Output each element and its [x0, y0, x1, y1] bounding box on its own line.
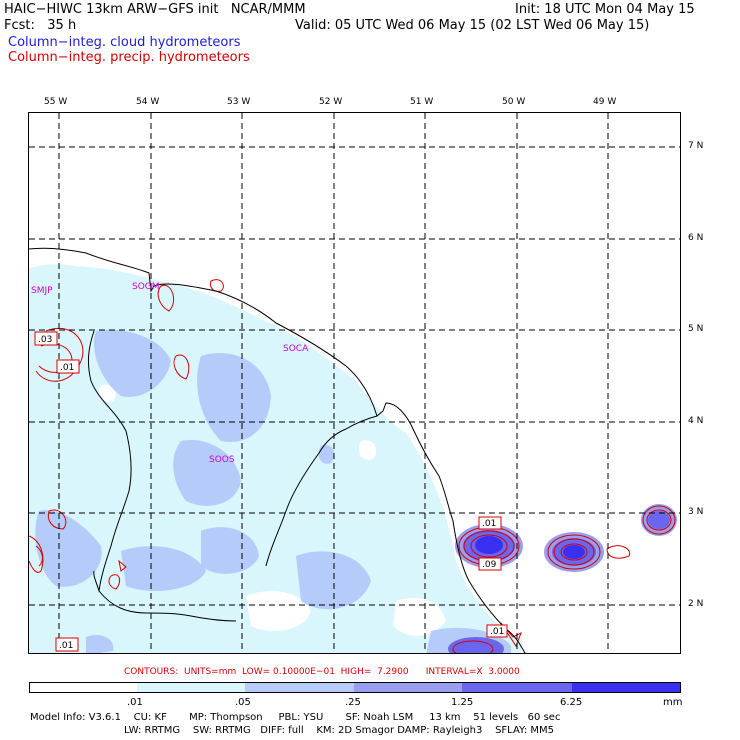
valid-time: Valid: 05 UTC Wed 06 May 15 (02 LST Wed … [295, 18, 650, 33]
lat-label: 6 N [688, 233, 704, 243]
contour-label: .09 [482, 560, 497, 570]
cloud-region-medium [173, 440, 241, 506]
map-canvas: SMJP SOGM SOCA SOOS .03 .01 .01 .01 .09 … [29, 113, 680, 653]
cloud-region-light [29, 264, 81, 653]
colorbar-tick: .25 [345, 697, 361, 708]
model-title: HAIC−HIWC 13km ARW−GFS init NCAR/MMM [4, 2, 306, 17]
lon-label: 52 W [319, 97, 343, 107]
colorbar-tick: .05 [235, 697, 251, 708]
lon-label: 49 W [593, 97, 617, 107]
contour-label: .01 [490, 627, 504, 637]
lon-label: 55 W [44, 97, 68, 107]
model-info-line2: LW: RRTMG SW: RRTMG DIFF: full KM: 2D Sm… [124, 725, 554, 736]
colorbar [29, 682, 681, 693]
cloud-region-medium [201, 527, 259, 574]
coastline [29, 247, 526, 653]
lat-label: 7 N [688, 141, 704, 151]
cloud-region-medium [121, 546, 206, 591]
contour-label: .01 [59, 641, 73, 651]
init-time: Init: 18 UTC Mon 04 May 15 [515, 2, 695, 17]
lat-label: 3 N [688, 507, 704, 517]
lat-label: 5 N [688, 324, 704, 334]
forecast-hour: Fcst: 35 h [4, 18, 77, 33]
model-info-line1: Model Info: V3.6.1 CU: KF MP: Thompson P… [30, 712, 561, 723]
lat-label: 4 N [688, 416, 704, 426]
colorbar-segment [572, 683, 680, 692]
colorbar-units: mm [663, 697, 683, 708]
cloud-region-medium [318, 444, 335, 464]
station-label: SMJP [31, 286, 53, 296]
field-precip-label: Column−integ. precip. hydrometeors [8, 50, 250, 65]
cloud-region-medium [197, 352, 271, 442]
latlon-grid [29, 113, 680, 653]
precip-cell [455, 524, 523, 568]
precip-cell [448, 622, 522, 653]
cloud-region-medium [35, 510, 102, 587]
station-label: SOGM [132, 282, 160, 292]
station-label: SOOS [209, 455, 235, 465]
field-cloud-label: Column−integ. cloud hydrometeors [8, 35, 241, 50]
precip-cell [641, 504, 677, 536]
cloud-region-medium [86, 634, 114, 653]
colorbar-tick: .01 [127, 697, 143, 708]
contour-label: .01 [482, 519, 496, 529]
colorbar-segment [245, 683, 354, 692]
contour-label: .03 [38, 335, 52, 345]
lon-label: 54 W [136, 97, 160, 107]
contour-label: .01 [60, 363, 74, 373]
lat-label: 2 N [688, 599, 704, 609]
lon-label: 50 W [502, 97, 526, 107]
lon-label: 53 W [227, 97, 251, 107]
colorbar-tick: 6.25 [560, 697, 583, 708]
cloud-region-medium [296, 551, 371, 610]
colorbar-tick: 1.25 [451, 697, 474, 708]
colorbar-segment [30, 683, 137, 692]
colorbar-segment [137, 683, 245, 692]
lon-label: 51 W [410, 97, 434, 107]
cloud-region-medium [93, 329, 171, 397]
colorbar-segment [354, 683, 462, 692]
contours-info: CONTOURS: UNITS=mm LOW= 0.10000E−01 HIGH… [124, 667, 520, 677]
map-panel: SMJP SOGM SOCA SOOS .03 .01 .01 .01 .09 … [28, 112, 681, 654]
colorbar-segment [462, 683, 572, 692]
station-label: SOCA [283, 344, 309, 354]
precip-cell [544, 532, 604, 572]
